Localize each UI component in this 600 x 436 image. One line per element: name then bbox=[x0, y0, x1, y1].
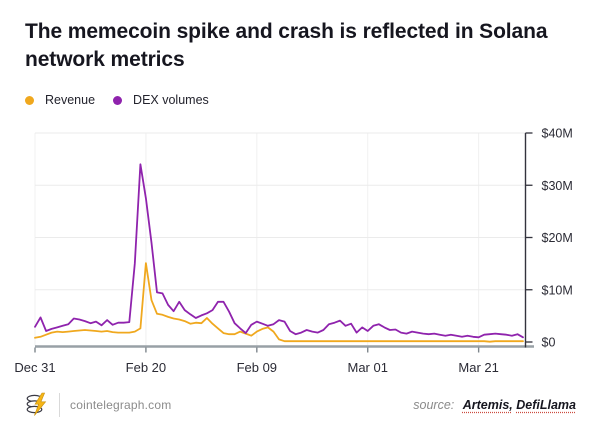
source-credit: source: Artemis, DefiLlama bbox=[413, 398, 576, 412]
source-artemis: Artemis, bbox=[462, 398, 513, 412]
dex-volumes-line bbox=[34, 163, 524, 339]
revenue-legend-dot-icon bbox=[25, 95, 34, 105]
x-tick-label: Feb 09 bbox=[237, 360, 277, 375]
x-tick-label: Mar 01 bbox=[347, 360, 387, 375]
y-tick-label: $40M bbox=[542, 127, 573, 141]
y-tick-label: $20M bbox=[542, 231, 573, 245]
brand: cointelegraph.com bbox=[25, 392, 171, 418]
y-tick-label: $30M bbox=[542, 179, 573, 193]
cointelegraph-logo-icon bbox=[26, 392, 47, 416]
legend-item-revenue: Revenue bbox=[25, 93, 95, 107]
y-tick-label: $0 bbox=[542, 336, 556, 350]
chart-title-line2: network metrics bbox=[25, 48, 185, 71]
y-tick-label: $10M bbox=[542, 283, 573, 297]
x-tick-label: Dec 31 bbox=[14, 360, 55, 375]
revenue-line bbox=[34, 262, 524, 343]
chart-title-line1: The memecoin spike and crash is reflecte… bbox=[25, 20, 548, 43]
footer: cointelegraph.com source: Artemis, DefiL… bbox=[25, 390, 576, 420]
chart-title: The memecoin spike and crash is reflecte… bbox=[25, 18, 577, 74]
footer-divider bbox=[59, 393, 60, 417]
legend: Revenue DEX volumes bbox=[25, 93, 209, 107]
revenue-legend-label: Revenue bbox=[45, 93, 96, 107]
site-url: cointelegraph.com bbox=[70, 398, 172, 412]
dex-volumes-legend-dot-icon bbox=[113, 95, 123, 105]
source-label: source: bbox=[413, 398, 455, 412]
legend-item-dex-volumes: DEX volumes bbox=[113, 93, 209, 107]
source-defillama: DefiLlama bbox=[516, 398, 576, 412]
x-tick-label: Mar 21 bbox=[458, 360, 498, 375]
dex-volumes-legend-label: DEX volumes bbox=[133, 93, 209, 107]
x-tick-label: Feb 20 bbox=[126, 360, 166, 375]
